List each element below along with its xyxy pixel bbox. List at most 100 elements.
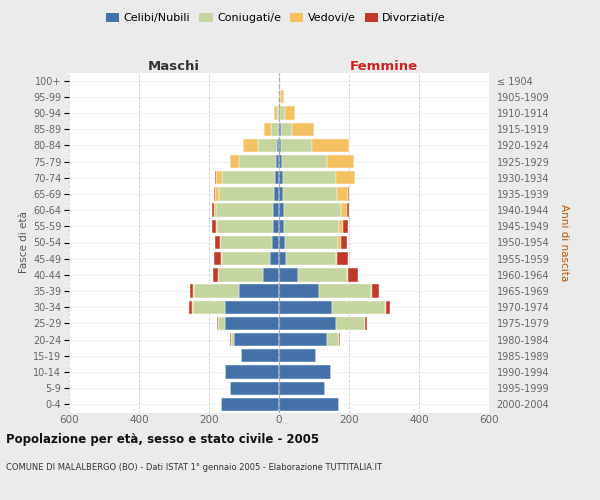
Bar [221,252,222,266]
Bar [214,204,216,217]
Bar [336,317,365,330]
Bar [215,171,216,184]
Bar [371,284,373,298]
Bar [270,252,279,266]
Bar [216,220,217,233]
Bar [279,317,336,330]
Bar [347,268,348,281]
Bar [280,106,284,120]
Bar [214,252,221,266]
Text: COMUNE DI MALALBERGO (BO) - Dati ISTAT 1° gennaio 2005 - Elaborazione TUTTITALIA: COMUNE DI MALALBERGO (BO) - Dati ISTAT 1… [6,462,382,471]
Bar [281,90,284,104]
Bar [193,284,194,298]
Bar [343,220,347,233]
Bar [284,204,341,217]
Bar [328,333,339,346]
Bar [279,268,298,281]
Bar [281,138,311,152]
Bar [230,155,239,168]
Bar [214,188,215,200]
Bar [319,284,371,298]
Bar [279,171,283,184]
Y-axis label: Fasce di età: Fasce di età [19,212,29,274]
Bar [338,236,341,249]
Bar [216,171,223,184]
Bar [225,366,279,378]
Bar [279,188,283,200]
Bar [272,220,279,233]
Bar [279,122,281,136]
Bar [189,300,192,314]
Bar [223,171,275,184]
Bar [213,268,218,281]
Bar [192,300,193,314]
Bar [281,122,292,136]
Bar [272,236,279,249]
Bar [219,188,274,200]
Bar [279,90,281,104]
Bar [215,188,219,200]
Bar [276,155,279,168]
Bar [284,106,295,120]
Bar [275,171,279,184]
Bar [218,268,263,281]
Bar [217,220,272,233]
Bar [271,122,278,136]
Bar [385,300,386,314]
Bar [292,122,314,136]
Bar [311,138,349,152]
Bar [220,236,272,249]
Bar [258,138,277,152]
Bar [386,300,390,314]
Bar [339,220,343,233]
Bar [279,155,282,168]
Bar [283,171,336,184]
Bar [265,122,271,136]
Bar [225,300,279,314]
Bar [365,317,367,330]
Bar [279,220,284,233]
Bar [239,155,276,168]
Bar [217,317,218,330]
Bar [193,300,225,314]
Bar [225,317,279,330]
Bar [279,106,280,120]
Bar [216,204,273,217]
Bar [279,366,331,378]
Bar [336,171,355,184]
Bar [279,398,339,411]
Bar [233,333,279,346]
Bar [230,333,233,346]
Bar [274,106,277,120]
Bar [284,220,339,233]
Bar [221,398,279,411]
Bar [194,284,239,298]
Bar [278,122,279,136]
Text: Popolazione per età, sesso e stato civile - 2005: Popolazione per età, sesso e stato civil… [6,432,319,446]
Bar [244,138,258,152]
Bar [347,204,349,217]
Bar [241,349,279,362]
Bar [230,382,279,395]
Y-axis label: Anni di nascita: Anni di nascita [559,204,569,281]
Bar [273,204,279,217]
Bar [373,284,379,298]
Bar [337,188,348,200]
Bar [279,300,332,314]
Bar [337,252,347,266]
Text: Maschi: Maschi [148,60,200,72]
Bar [286,252,336,266]
Bar [190,284,193,298]
Bar [348,188,349,200]
Bar [277,138,279,152]
Bar [222,252,270,266]
Bar [282,155,326,168]
Bar [279,284,319,298]
Bar [212,204,214,217]
Bar [298,268,347,281]
Bar [279,333,328,346]
Bar [279,138,281,152]
Bar [263,268,279,281]
Bar [332,300,385,314]
Bar [285,236,338,249]
